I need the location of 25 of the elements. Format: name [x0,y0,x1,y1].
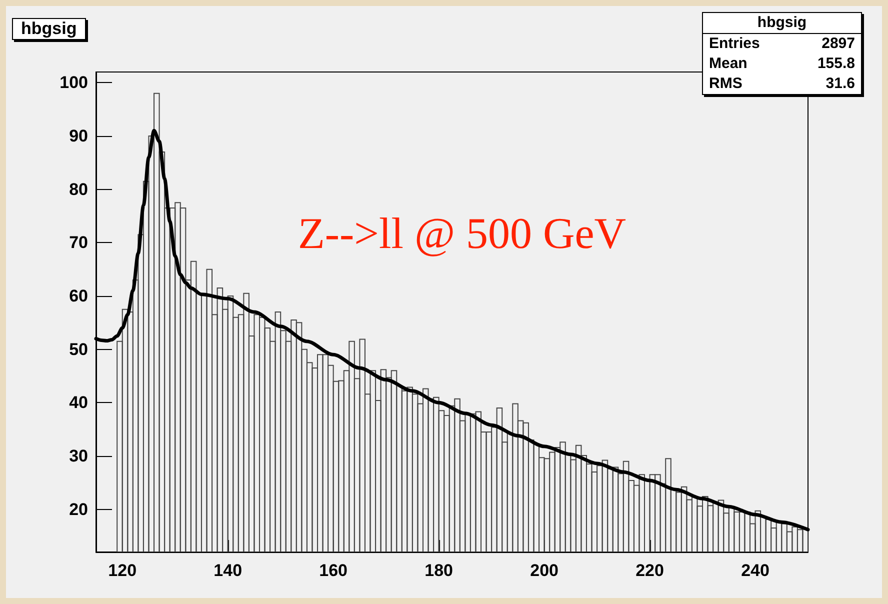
chart-title: hbgsig [12,18,86,40]
y-tick-label: 30 [69,446,88,466]
y-tick-label: 60 [69,286,88,306]
annotation: RMS [709,74,742,94]
x-tick-label: 200 [530,561,558,580]
y-tick-label: 100 [60,73,88,92]
text: 31.6 [826,74,855,94]
annotation: Z-->ll @ 500 GeV [298,208,626,259]
x-tick-label: 140 [214,561,242,580]
x-tick-label: 160 [319,561,348,580]
y-tick-label: 70 [69,233,88,252]
x-tick-label: 180 [424,561,453,580]
text: Mean [709,54,748,74]
text: Entries [709,34,760,54]
text: 155.8 [817,54,855,74]
y-tick-label: 50 [69,340,88,359]
text: hbgsig [703,13,861,34]
x-tick-label: 240 [741,561,770,580]
text: 2897 [822,34,855,54]
x-tick-label: 220 [636,561,664,580]
x-tick-label: 120 [108,561,137,580]
y-tick-label: 90 [69,126,88,146]
y-tick-label: 80 [69,180,88,199]
y-tick-label: 40 [69,393,88,412]
y-tick-label: 20 [69,500,88,519]
